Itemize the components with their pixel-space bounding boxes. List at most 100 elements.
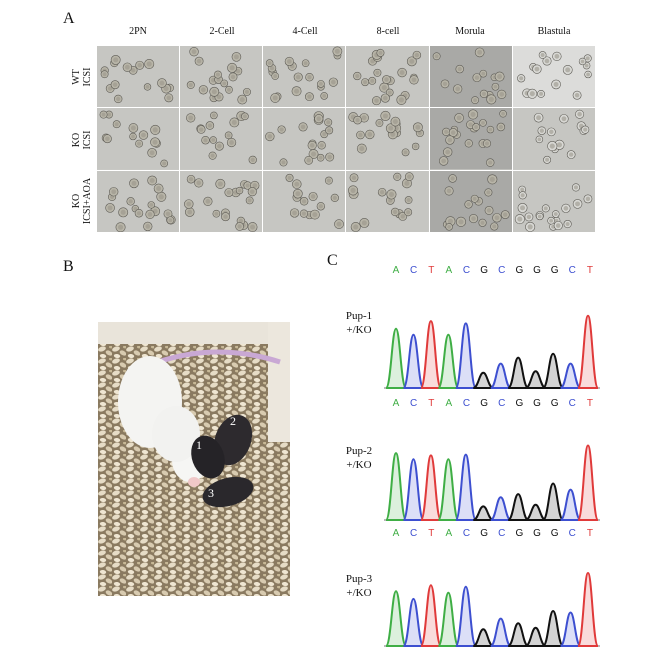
chromatogram-pup-2 [384, 440, 600, 524]
trace-peak [490, 496, 512, 521]
embryo-image [512, 108, 595, 170]
panel-a-label: A [63, 10, 75, 27]
trace-peak [490, 362, 512, 389]
pup-1-label: Pup-1 +/KO [345, 310, 373, 336]
base-letter: G [550, 398, 559, 409]
base-letter: G [533, 265, 541, 276]
embryo-image [180, 170, 263, 232]
base-letter: A [445, 528, 453, 539]
group-label-wt-icsi: WT ICSI [71, 67, 93, 87]
base-letter: G [480, 528, 489, 539]
base-letter: C [410, 265, 418, 276]
stage-label-2-cell: 2-Cell [209, 26, 235, 37]
base-letter: C [462, 398, 471, 409]
base-letter: C [568, 398, 576, 409]
embryo-image [512, 170, 595, 232]
trace-peak [472, 371, 494, 389]
base-letter: G [480, 265, 489, 276]
trace-peak [507, 356, 530, 389]
base-letter: G [480, 398, 489, 409]
base-letter: T [428, 265, 435, 276]
embryo-image [97, 108, 180, 170]
base-letter: A [445, 398, 453, 409]
pup-2-label: Pup-2 +/KO [345, 445, 373, 471]
base-letter: C [410, 528, 418, 539]
base-letter: A [392, 265, 400, 276]
trace-peak [559, 611, 582, 647]
trace-peak [437, 333, 460, 389]
base-letter: T [428, 398, 435, 409]
base-letter: C [410, 398, 418, 409]
trace-peak [472, 505, 494, 521]
trace-peak [577, 444, 599, 521]
embryo-image [429, 108, 512, 170]
trace-peak [437, 591, 460, 647]
trace-peak [559, 488, 582, 521]
base-letter: G [515, 398, 524, 409]
trace-peak [402, 333, 425, 389]
trace-peak [419, 454, 442, 521]
embryo-image [263, 108, 346, 170]
panel-b-label: B [63, 258, 74, 275]
embryo-image [180, 108, 263, 170]
base-letter: C [498, 398, 506, 409]
trace-peak [542, 352, 565, 389]
stage-label-8-cell: 8-cell [376, 26, 400, 37]
trace-peak [385, 452, 407, 521]
mouse-litter-photo: 1 2 3 [98, 322, 290, 596]
trace-peak [560, 362, 582, 389]
base-letter: C [498, 265, 506, 276]
base-letter: T [428, 528, 435, 539]
group-label-ko-icsi-aoa: KO ICSI+AOA [71, 177, 93, 225]
embryo-image [263, 170, 346, 232]
embryo-image-grid [97, 46, 595, 232]
pup-number-3: 3 [208, 486, 214, 500]
base-letter: C [568, 265, 576, 276]
trace-peak [385, 327, 407, 389]
trace-peak [525, 503, 546, 521]
trace-peak [525, 370, 547, 389]
group-label-ko-icsi: KO ICSI [71, 130, 93, 150]
trace-peak [472, 628, 494, 647]
panel-c-label: C [327, 252, 338, 269]
trace-peak [577, 572, 599, 647]
trace-peak [525, 626, 547, 647]
base-letter: T [586, 528, 593, 539]
trace-peak [419, 320, 442, 389]
stage-label-2pn: 2PN [129, 26, 147, 37]
embryo-image [346, 46, 429, 108]
embryo-image [346, 170, 429, 232]
base-letter: T [586, 398, 593, 409]
trace-peak [402, 597, 425, 647]
pup-number-2: 2 [230, 414, 236, 428]
trace-peak [385, 590, 407, 647]
base-letter: G [533, 528, 541, 539]
base-letter: T [586, 265, 593, 276]
trace-peak [507, 622, 529, 647]
base-letter: C [462, 265, 471, 276]
trace-peak [542, 482, 565, 521]
stage-label-morula: Morula [455, 26, 485, 37]
trace-peak [507, 493, 529, 521]
base-letter: A [392, 528, 400, 539]
base-letter: G [533, 398, 541, 409]
trace-peak [454, 585, 477, 647]
pup-number-1: 1 [196, 438, 202, 452]
stage-label-4-cell: 4-Cell [292, 26, 318, 37]
base-letter: G [515, 528, 524, 539]
trace-peak [454, 322, 477, 389]
base-letter: C [568, 528, 576, 539]
base-letter: A [445, 265, 453, 276]
base-letter: G [550, 265, 559, 276]
base-letter: C [462, 528, 471, 539]
embryo-image [263, 46, 346, 108]
base-letter: C [498, 528, 506, 539]
embryo-image [512, 46, 595, 108]
embryo-image [346, 108, 429, 170]
trace-peak [419, 584, 442, 647]
embryo-image [429, 46, 512, 108]
